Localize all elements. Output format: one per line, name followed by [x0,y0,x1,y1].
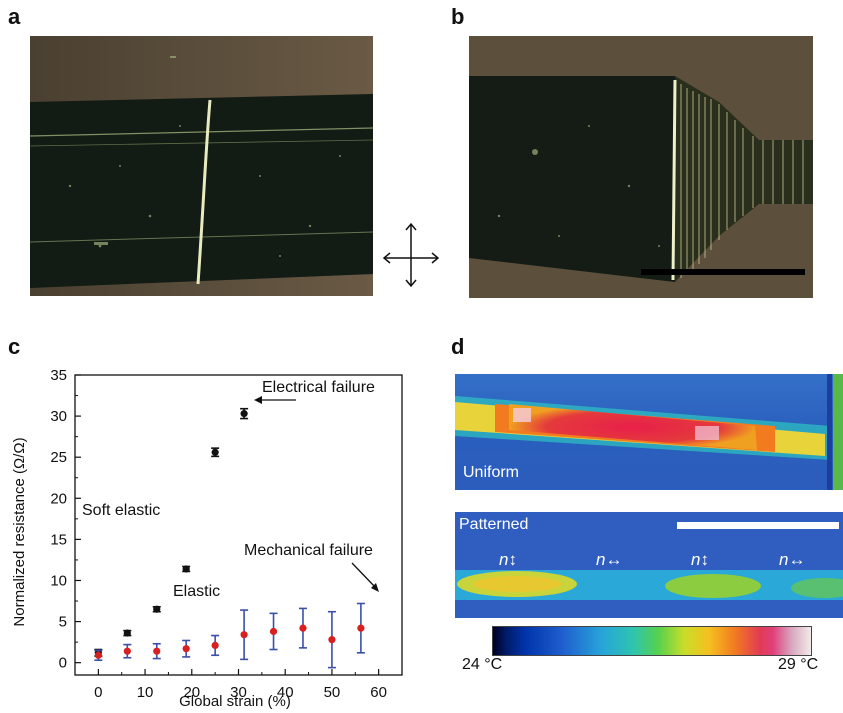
data-point [240,410,248,418]
temperature-colorbar [492,626,812,656]
data-point [182,565,190,573]
label-uniform: Uniform [463,464,520,481]
strain-direction-arrows [380,220,442,290]
n-label-1: n↕ [499,550,517,569]
micrograph-a-image [30,36,373,296]
series-elastic [94,602,365,669]
x-tick-label: 30 [230,684,247,701]
data-point [211,641,219,650]
thermal-image-uniform: Uniform [455,374,843,490]
data-point [328,636,336,644]
data-point [153,647,161,655]
thermal-image-patterned: Patterned n↕ n↔ n↕ n↔ [455,512,843,618]
panel-letter-a: a [8,4,21,29]
x-tick-label: 50 [324,684,341,701]
x-tick-label: 60 [370,684,387,701]
x-tick-label: 0 [94,684,102,701]
y-tick-label: 0 [59,655,67,672]
n-label-4: n↔ [779,550,806,569]
resistance-strain-chart: 0 10 20 30 40 50 60 0 5 10 15 20 25 30 35 Global stra… [11,367,403,710]
colorbar-min-label: 24 °C [462,656,503,673]
x-tick-label: 10 [137,684,154,701]
double-arrow-icon [382,222,440,288]
electrical-failure-arrow [254,396,296,404]
data-point [269,627,278,636]
data-point [182,645,190,653]
y-tick-label: 35 [50,367,67,384]
data-point [123,647,131,655]
x-tick-label: 20 [183,684,200,701]
colorbar-max-label: 29 °C [778,656,819,673]
x-tick-label: 40 [277,684,294,701]
thermal-patterned-image [455,512,843,618]
data-point [123,629,131,637]
y-axis-title: Normalized resistance (Ω/Ω) [11,437,28,626]
panel-letter-b: b [451,4,465,29]
x-axis-ticks: 0 10 20 30 40 50 60 [94,669,387,701]
x-axis-title: Global strain (%) [179,693,291,710]
data-point [299,624,307,632]
annotation-soft-elastic: Soft elastic [82,502,160,519]
n-label-2: n↔ [596,550,623,569]
label-patterned: Patterned [459,516,529,533]
annotation-electrical-failure: Electrical failure [262,379,375,396]
data-point [211,448,219,456]
y-tick-label: 20 [50,490,67,507]
data-point [240,631,248,639]
mechanical-failure-arrow [351,562,379,592]
micrograph-b-image [469,36,813,298]
series-soft-elastic [94,407,249,657]
y-tick-label: 25 [50,449,67,466]
n-label-3: n↕ [691,550,709,569]
y-tick-label: 5 [59,614,67,631]
annotation-elastic: Elastic [173,583,220,600]
y-tick-label: 30 [50,408,67,425]
y-tick-label: 15 [50,531,67,548]
micrograph-a [30,36,373,296]
data-point [94,651,102,659]
panel-letter-d: d [451,334,465,359]
y-tick-label: 10 [50,572,67,589]
chart-marks [94,407,365,669]
panel-letter-c: c [8,334,21,359]
micrograph-b [469,36,813,298]
thermal-uniform-image [455,374,843,490]
data-point [153,605,161,613]
y-axis-ticks: 0 5 10 15 20 25 30 35 [50,367,81,672]
annotation-mechanical-failure: Mechanical failure [244,542,373,559]
data-point [357,624,365,632]
